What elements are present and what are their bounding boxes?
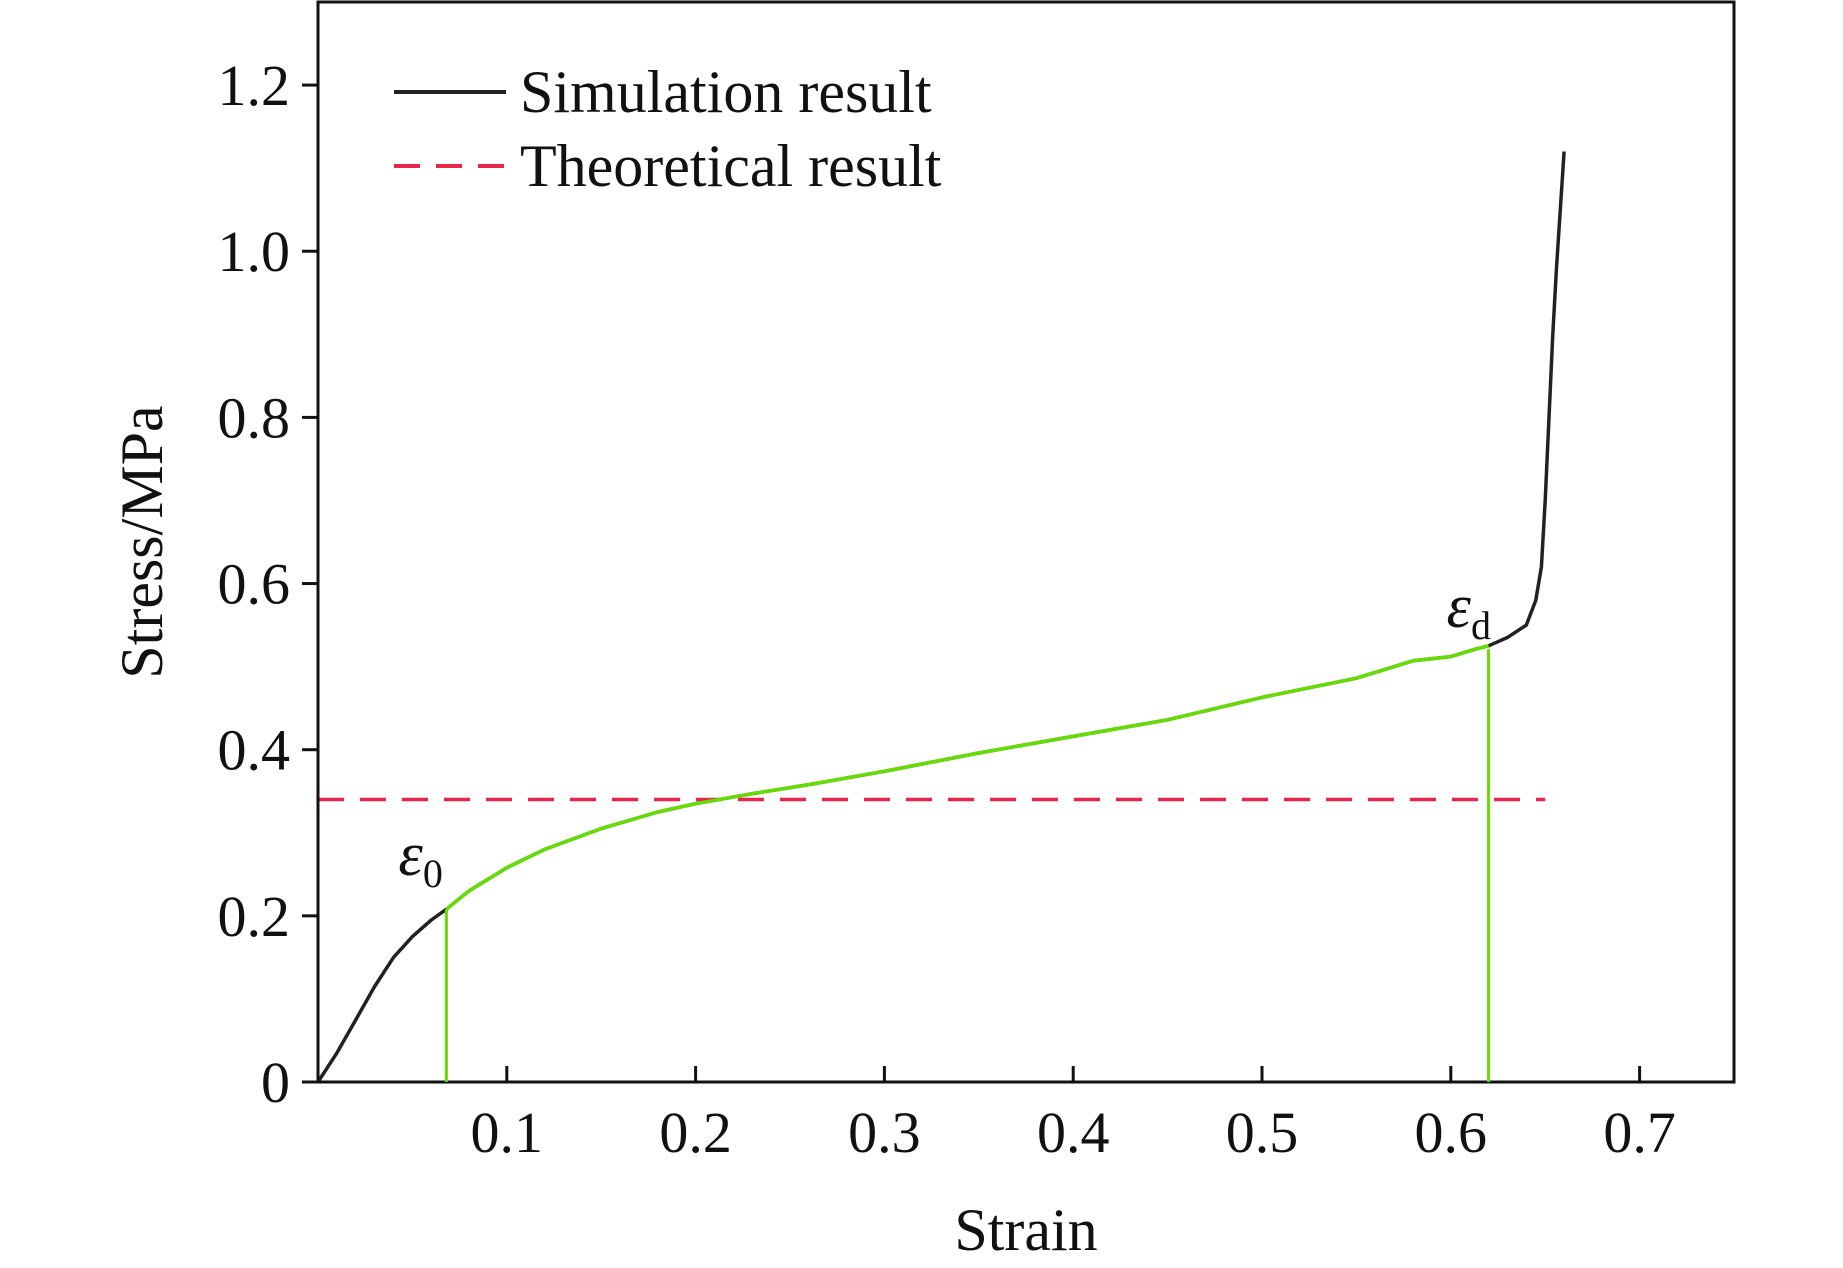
y-tick-label: 0 (261, 1050, 290, 1115)
y-tick-label: 0.8 (218, 385, 291, 450)
marker-subscript-d: d (1471, 603, 1491, 648)
legend-label-theoretical: Theoretical result (520, 133, 942, 199)
y-axis-title: Stress/MPa (109, 405, 175, 678)
y-tick-label: 1.2 (218, 53, 291, 118)
y-tick-label: 0.4 (218, 718, 291, 783)
legend: Simulation result Theoretical result (394, 59, 942, 199)
axis-ticks: 0.1 0.2 0.3 0.4 0.5 0.6 0.7 0 0.2 0.4 0.6 0.8 1.0 1.2 (218, 53, 1676, 1165)
highlight-plateau-segment (445, 644, 1490, 911)
y-tick-label: 0.6 (218, 552, 291, 617)
legend-label-simulation: Simulation result (520, 59, 932, 125)
marker-subscript-0: 0 (423, 851, 443, 896)
x-tick-label: 0.7 (1603, 1100, 1676, 1165)
x-tick-label: 0.6 (1415, 1100, 1488, 1165)
x-tick-label: 0.3 (848, 1100, 921, 1165)
x-tick-label: 0.5 (1226, 1100, 1299, 1165)
x-tick-label: 0.1 (471, 1100, 544, 1165)
plot-frame (316, 0, 1736, 1084)
x-axis-title: Strain (954, 1197, 1097, 1263)
x-tick-label: 0.4 (1037, 1100, 1110, 1165)
plot-area (316, 151, 1566, 1083)
y-tick-label: 1.0 (218, 219, 291, 284)
y-tick-label: 0.2 (218, 884, 291, 949)
x-tick-label: 0.2 (659, 1100, 732, 1165)
